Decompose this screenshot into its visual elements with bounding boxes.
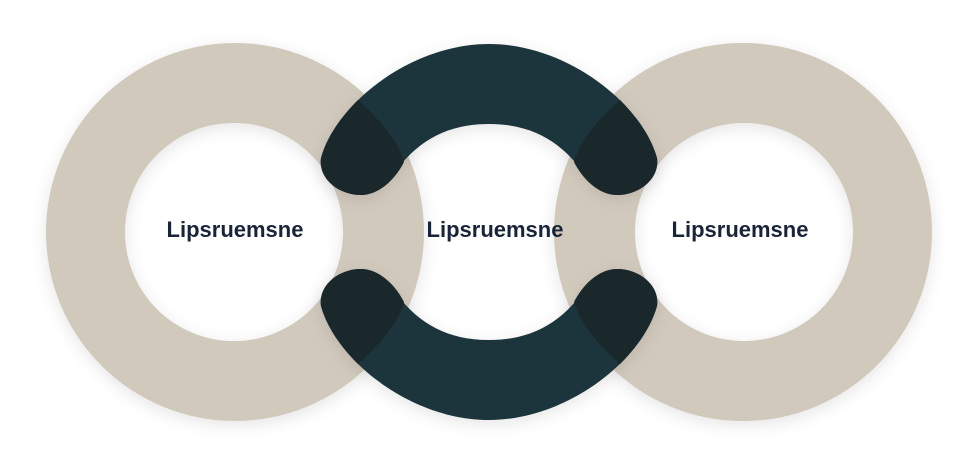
right-ring-label: Lipsruemsne xyxy=(672,217,809,242)
overlap-top-left xyxy=(320,100,404,195)
center-ring-top-arc xyxy=(320,44,658,195)
left-ring-label: Lipsruemsne xyxy=(167,217,304,242)
overlap-top-right xyxy=(574,100,658,195)
overlap-bottom-right xyxy=(574,269,658,364)
center-ring-bottom-arc xyxy=(320,269,658,420)
center-ring-label: Lipsruemsne xyxy=(427,217,564,242)
center-ring xyxy=(320,44,658,420)
overlap-bottom-left xyxy=(320,269,404,364)
ring-overlaps xyxy=(320,100,658,364)
